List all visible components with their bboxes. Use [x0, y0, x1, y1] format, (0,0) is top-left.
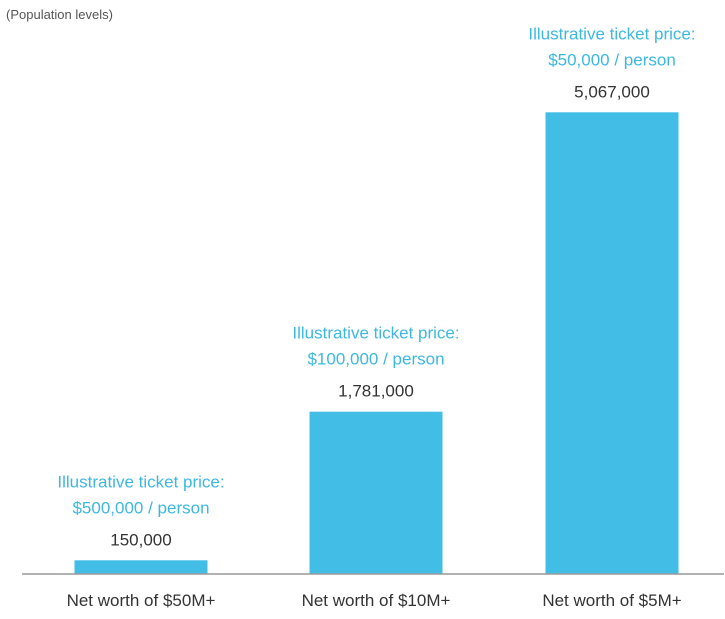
x-tick-label-1: Net worth of $50M+	[67, 591, 216, 610]
chart-subtitle: (Population levels)	[6, 7, 113, 22]
annotation-heading-2: Illustrative ticket price:	[292, 324, 459, 343]
annotation-price-2: $100,000 / person	[307, 350, 444, 369]
bars-layer	[74, 112, 679, 575]
annotation-heading-1: Illustrative ticket price:	[57, 472, 224, 491]
annotation-price-1: $500,000 / person	[72, 498, 209, 517]
value-label-1: 150,000	[110, 530, 171, 549]
x-tick-label-3: Net worth of $5M+	[542, 591, 681, 610]
bar-2	[309, 411, 443, 574]
annotation-heading-3: Illustrative ticket price:	[528, 24, 695, 43]
x-tick-label-2: Net worth of $10M+	[302, 591, 451, 610]
value-label-2: 1,781,000	[338, 382, 414, 401]
bar-3	[545, 112, 679, 575]
labels-layer: 150,000 $500,000 / person Illustrative tic…	[57, 24, 695, 610]
bar-1	[74, 560, 208, 574]
value-label-3: 5,067,000	[574, 82, 650, 101]
annotation-price-3: $50,000 / person	[548, 50, 676, 69]
